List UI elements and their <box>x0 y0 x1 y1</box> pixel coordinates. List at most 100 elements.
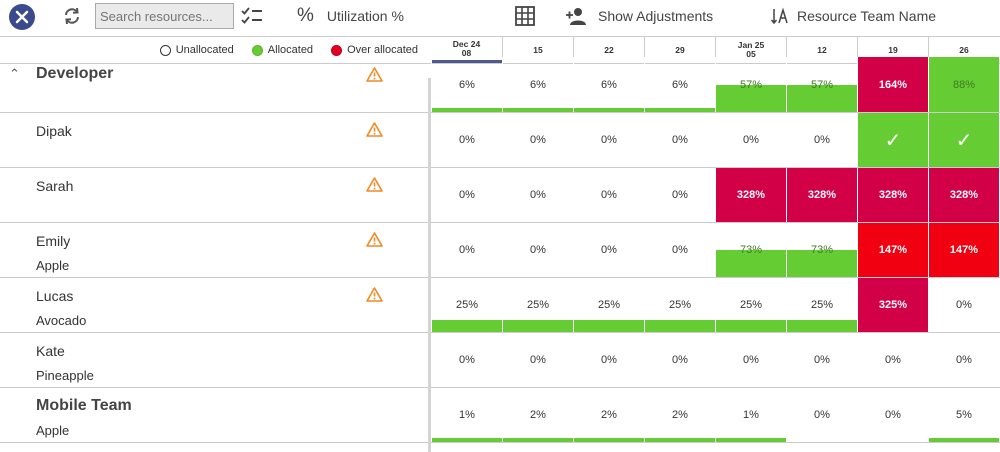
legend-over-allocated: Over allocated <box>331 44 418 56</box>
allocation-cell[interactable]: 0% <box>644 168 715 222</box>
allocation-cell[interactable]: 0% <box>502 223 573 277</box>
allocation-cell[interactable]: 0% <box>573 168 644 222</box>
column-splitter[interactable] <box>428 78 431 452</box>
allocation-cell[interactable]: 1% <box>431 388 502 442</box>
week-month: Jan 25 <box>737 40 765 50</box>
allocation-cell[interactable]: 0% <box>502 168 573 222</box>
allocation-cell[interactable]: 6% <box>644 57 715 112</box>
warning-icon[interactable] <box>366 122 383 137</box>
warning-icon[interactable] <box>366 232 383 247</box>
warning-icon[interactable] <box>366 177 383 192</box>
allocation-cell[interactable]: 0% <box>431 168 502 222</box>
resource-row[interactable]: Kate Pineapple <box>0 333 428 388</box>
legend-unallocated-label: Unallocated <box>175 44 234 56</box>
allocation-cell[interactable]: 328% <box>786 168 857 222</box>
allocation-cell[interactable]: 0% <box>644 223 715 277</box>
allocation-bar <box>574 438 644 442</box>
week-day: 08 <box>461 47 472 58</box>
allocation-cell[interactable]: 0% <box>502 333 573 387</box>
allocation-cell[interactable]: 328% <box>857 168 928 222</box>
filter-checklist-button[interactable] <box>240 5 264 27</box>
allocation-cell[interactable]: 25% <box>644 278 715 332</box>
allocation-cell[interactable]: 0% <box>573 113 644 167</box>
allocation-cell[interactable]: ✓ <box>928 113 999 167</box>
allocation-value: 25% <box>526 299 550 311</box>
grid-view-button[interactable] <box>514 5 536 27</box>
allocation-cell[interactable]: 164% <box>857 57 928 112</box>
resource-group-row[interactable]: Mobile Team Apple <box>0 388 428 443</box>
resource-row[interactable]: Lucas Avocado <box>0 278 428 333</box>
allocation-cell[interactable]: 57% <box>715 57 786 112</box>
allocation-cell[interactable]: 25% <box>502 278 573 332</box>
allocation-cell[interactable]: 6% <box>502 57 573 112</box>
allocation-cell[interactable]: 1% <box>715 388 786 442</box>
allocation-cell[interactable]: 147% <box>928 223 999 277</box>
show-adjustments-button[interactable]: Show Adjustments <box>565 4 713 28</box>
resource-row[interactable]: Emily Apple <box>0 223 428 278</box>
resource-row[interactable]: Sarah <box>0 168 428 223</box>
allocation-cell[interactable]: 6% <box>431 57 502 112</box>
allocation-cell[interactable]: 0% <box>928 333 999 387</box>
allocation-cell[interactable]: 0% <box>431 113 502 167</box>
allocation-cell[interactable]: 0% <box>573 223 644 277</box>
allocation-cell[interactable]: 2% <box>644 388 715 442</box>
allocation-cell[interactable]: 0% <box>786 113 857 167</box>
warning-icon[interactable] <box>366 287 383 302</box>
allocation-cell[interactable]: 25% <box>786 278 857 332</box>
allocation-cell[interactable]: 0% <box>857 388 928 442</box>
allocation-cell[interactable]: 0% <box>644 333 715 387</box>
allocation-bar <box>432 320 502 332</box>
allocation-cell[interactable]: 0% <box>502 113 573 167</box>
legend-allocated-label: Allocated <box>267 44 314 56</box>
sort-by-button[interactable]: Resource Team Name <box>771 4 936 28</box>
allocation-value: 0% <box>459 244 475 256</box>
allocation-cell[interactable]: 88% <box>928 57 999 112</box>
allocation-cell[interactable]: 2% <box>573 388 644 442</box>
allocation-fill <box>716 85 786 112</box>
allocation-value: 73% <box>810 244 834 256</box>
week-header-cell: 19 <box>857 37 928 63</box>
allocation-cell[interactable]: 0% <box>431 223 502 277</box>
allocation-cell[interactable]: 328% <box>715 168 786 222</box>
toolbar: % Utilization % Show Adjustments Resourc… <box>0 0 1000 34</box>
allocation-cell[interactable]: 2% <box>502 388 573 442</box>
allocation-cell[interactable]: 0% <box>573 333 644 387</box>
allocation-cell[interactable]: 328% <box>928 168 999 222</box>
refresh-button[interactable] <box>60 4 84 28</box>
allocation-cell[interactable]: 0% <box>715 113 786 167</box>
allocation-cell[interactable]: 73% <box>715 223 786 277</box>
collapse-chevron-icon[interactable]: ⌃ <box>9 66 20 81</box>
allocation-value: 0% <box>956 299 972 311</box>
allocation-cell[interactable]: 25% <box>715 278 786 332</box>
allocation-cell[interactable]: 0% <box>857 333 928 387</box>
allocation-value: 0% <box>530 189 546 201</box>
search-input[interactable] <box>95 3 234 29</box>
warning-icon[interactable] <box>366 67 383 82</box>
header-divider <box>0 63 1000 64</box>
allocation-cell[interactable]: 0% <box>786 333 857 387</box>
allocation-cell[interactable]: 0% <box>431 333 502 387</box>
allocation-value: 6% <box>672 78 688 91</box>
close-button[interactable] <box>9 4 35 30</box>
allocation-cell[interactable]: ✓ <box>857 113 928 167</box>
allocation-cell[interactable]: 25% <box>431 278 502 332</box>
allocation-cell[interactable]: 5% <box>928 388 999 442</box>
resource-group-row[interactable]: ⌃ Developer <box>0 57 428 113</box>
allocation-cell[interactable]: 0% <box>786 388 857 442</box>
allocation-cell[interactable]: 25% <box>573 278 644 332</box>
allocation-cell[interactable]: 0% <box>928 278 999 332</box>
allocation-cell[interactable]: 57% <box>786 57 857 112</box>
utilization-toggle[interactable]: % Utilization % <box>297 4 404 28</box>
resource-list: ⌃ Developer Dipak Sarah Emily Apple Lucas Avoca… <box>0 57 428 443</box>
allocation-cell[interactable]: 325% <box>857 278 928 332</box>
allocation-value: 328% <box>736 189 766 201</box>
allocation-cell[interactable]: 147% <box>857 223 928 277</box>
week-header-cell: 26 <box>928 37 999 63</box>
allocation-value: 328% <box>807 189 837 201</box>
utilization-label: Utilization % <box>326 8 404 24</box>
resource-row[interactable]: Dipak <box>0 113 428 168</box>
allocation-cell[interactable]: 73% <box>786 223 857 277</box>
allocation-cell[interactable]: 0% <box>715 333 786 387</box>
allocation-cell[interactable]: 0% <box>644 113 715 167</box>
allocation-cell[interactable]: 6% <box>573 57 644 112</box>
